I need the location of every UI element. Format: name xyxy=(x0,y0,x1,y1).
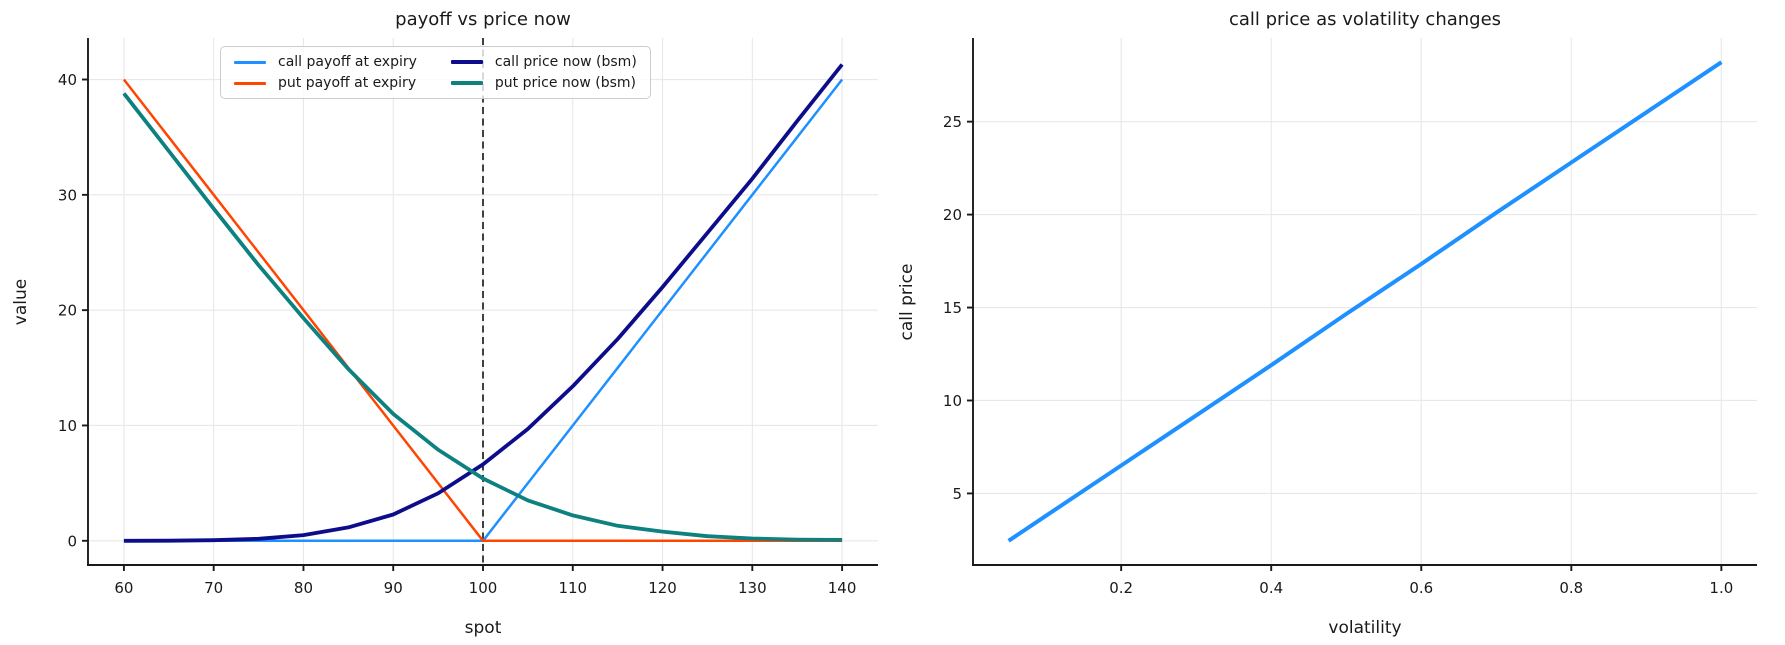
legend-swatch-call-payoff xyxy=(234,60,266,64)
legend: call payoff at expiry put payoff at expi… xyxy=(220,46,651,99)
left-xtick-label: 110 xyxy=(558,579,587,597)
left-xtick-label: 60 xyxy=(114,579,133,597)
left-ytick-label: 40 xyxy=(58,71,77,89)
left-title: payoff vs price now xyxy=(395,9,571,30)
legend-item-put-bsm: put price now (bsm) xyxy=(450,75,637,91)
left-ytick-label: 10 xyxy=(58,417,77,435)
right-tick-labels: 0.2 0.4 0.6 0.8 1.0 5 10 15 20 25 xyxy=(943,113,1733,597)
left-axes xyxy=(82,38,878,571)
left-xtick-label: 120 xyxy=(648,579,677,597)
right-xtick-label: 0.8 xyxy=(1559,579,1583,597)
left-ytick-label: 0 xyxy=(67,532,77,550)
legend-item-call-bsm: call price now (bsm) xyxy=(450,54,637,70)
legend-swatch-put-payoff xyxy=(234,81,266,85)
left-ytick-label: 30 xyxy=(58,186,77,204)
right-xtick-label: 0.6 xyxy=(1409,579,1433,597)
left-ytick-label: 20 xyxy=(58,302,77,320)
left-xtick-label: 140 xyxy=(828,579,857,597)
right-xtick-label: 0.2 xyxy=(1109,579,1133,597)
right-ytick-label: 25 xyxy=(943,113,962,131)
right-grid xyxy=(973,38,1757,565)
left-ylabel: value xyxy=(11,279,31,325)
left-xtick-label: 100 xyxy=(469,579,498,597)
right-ytick-label: 5 xyxy=(952,485,962,503)
left-series xyxy=(122,63,844,543)
right-xlabel: volatility xyxy=(1328,618,1401,638)
legend-label-put-bsm: put price now (bsm) xyxy=(494,75,636,91)
left-xlabel: spot xyxy=(465,618,502,638)
legend-swatch-call-bsm xyxy=(450,60,483,64)
left-tick-labels: 60 70 80 90 100 110 120 130 140 0 10 20 30 40 xyxy=(58,71,857,597)
legend-label-put-payoff: put payoff at expiry xyxy=(278,75,417,91)
legend-item-call-payoff: call payoff at expiry xyxy=(234,54,417,70)
right-xtick-label: 0.4 xyxy=(1259,579,1283,597)
left-series-line xyxy=(122,92,843,542)
right-ylabel: call price xyxy=(897,264,917,341)
right-series-line xyxy=(1007,60,1723,543)
right-xtick-label: 1.0 xyxy=(1709,579,1733,597)
right-plot: 0.2 0.4 0.6 0.8 1.0 5 10 15 20 25 call price as v… xyxy=(897,9,1757,638)
legend-label-call-payoff: call payoff at expiry xyxy=(278,54,417,70)
legend-swatch-put-bsm xyxy=(450,81,483,85)
right-series xyxy=(1007,60,1723,543)
right-ytick-label: 10 xyxy=(943,392,962,410)
legend-label-call-bsm: call price now (bsm) xyxy=(494,54,637,70)
right-title: call price as volatility changes xyxy=(1229,9,1501,30)
left-xtick-label: 130 xyxy=(738,579,767,597)
right-axes xyxy=(967,38,1757,571)
legend-item-put-payoff: put payoff at expiry xyxy=(234,75,417,91)
right-ytick-label: 20 xyxy=(943,206,962,224)
left-xtick-label: 90 xyxy=(384,579,403,597)
left-series-line xyxy=(122,78,843,543)
left-series-line xyxy=(123,63,844,543)
left-xtick-label: 80 xyxy=(294,579,313,597)
left-grid xyxy=(88,38,878,565)
left-xtick-label: 70 xyxy=(204,579,223,597)
right-ytick-label: 15 xyxy=(943,299,962,317)
left-plot: 60 70 80 90 100 110 120 130 140 0 10 20 30 40 payoff … xyxy=(11,9,878,638)
